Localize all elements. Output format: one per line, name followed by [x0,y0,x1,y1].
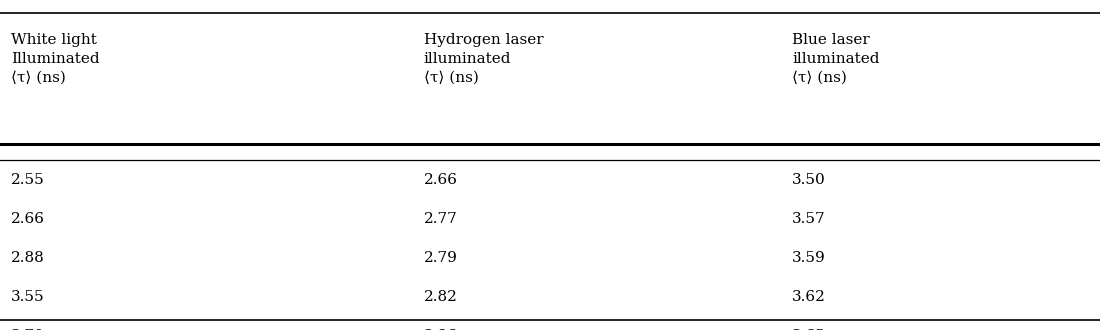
Text: 2.77: 2.77 [424,212,458,226]
Text: Hydrogen laser
illuminated
⟨τ⟩ (ns): Hydrogen laser illuminated ⟨τ⟩ (ns) [424,33,543,85]
Text: 3.55: 3.55 [11,290,45,304]
Text: 3.59: 3.59 [792,251,826,265]
Text: 2.66: 2.66 [424,173,458,187]
Text: 2.55: 2.55 [11,173,45,187]
Text: Blue laser
illuminated
⟨τ⟩ (ns): Blue laser illuminated ⟨τ⟩ (ns) [792,33,880,85]
Text: 3.65: 3.65 [792,329,826,330]
Text: White light
Illuminated
⟨τ⟩ (ns): White light Illuminated ⟨τ⟩ (ns) [11,33,100,85]
Text: 3.62: 3.62 [792,290,826,304]
Text: 3.70: 3.70 [11,329,45,330]
Text: 2.79: 2.79 [424,251,458,265]
Text: 3.57: 3.57 [792,212,826,226]
Text: 2.66: 2.66 [11,212,45,226]
Text: 3.50: 3.50 [792,173,826,187]
Text: 2.86: 2.86 [424,329,458,330]
Text: 2.82: 2.82 [424,290,458,304]
Text: 2.88: 2.88 [11,251,45,265]
